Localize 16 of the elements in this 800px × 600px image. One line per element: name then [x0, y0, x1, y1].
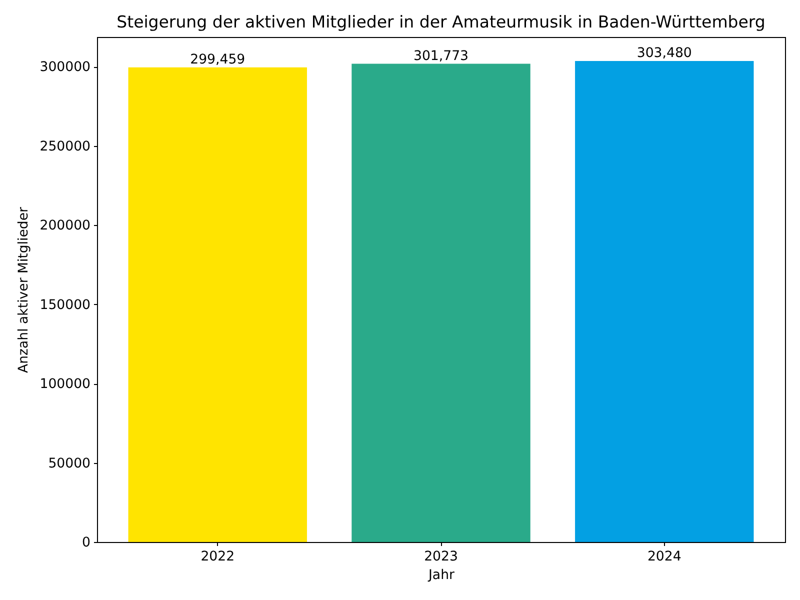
y-tick-label: 200000: [40, 218, 90, 234]
y-axis-title: Anzahl aktiver Mitglieder: [16, 206, 32, 373]
chart-title: Steigerung der aktiven Mitglieder in der Amateurmusik in Baden-Württemberg: [116, 12, 766, 32]
data-label: 303,480: [636, 46, 692, 62]
y-tick-label: 300000: [40, 60, 90, 76]
y-tick-label: 0: [82, 536, 90, 550]
x-axis-title: Jahr: [428, 568, 456, 583]
x-tick-label: 2024: [647, 550, 682, 564]
x-tick-label: 2023: [424, 550, 458, 564]
y-tick-label: 150000: [40, 298, 90, 313]
data-label: 301,773: [414, 48, 468, 64]
y-tick-label: 250000: [40, 139, 90, 154]
y-tick-label: 50000: [48, 456, 90, 472]
x-tick-label: 2022: [200, 550, 235, 564]
data-label: 299,459: [190, 52, 246, 68]
y-tick-label: 100000: [40, 377, 90, 392]
